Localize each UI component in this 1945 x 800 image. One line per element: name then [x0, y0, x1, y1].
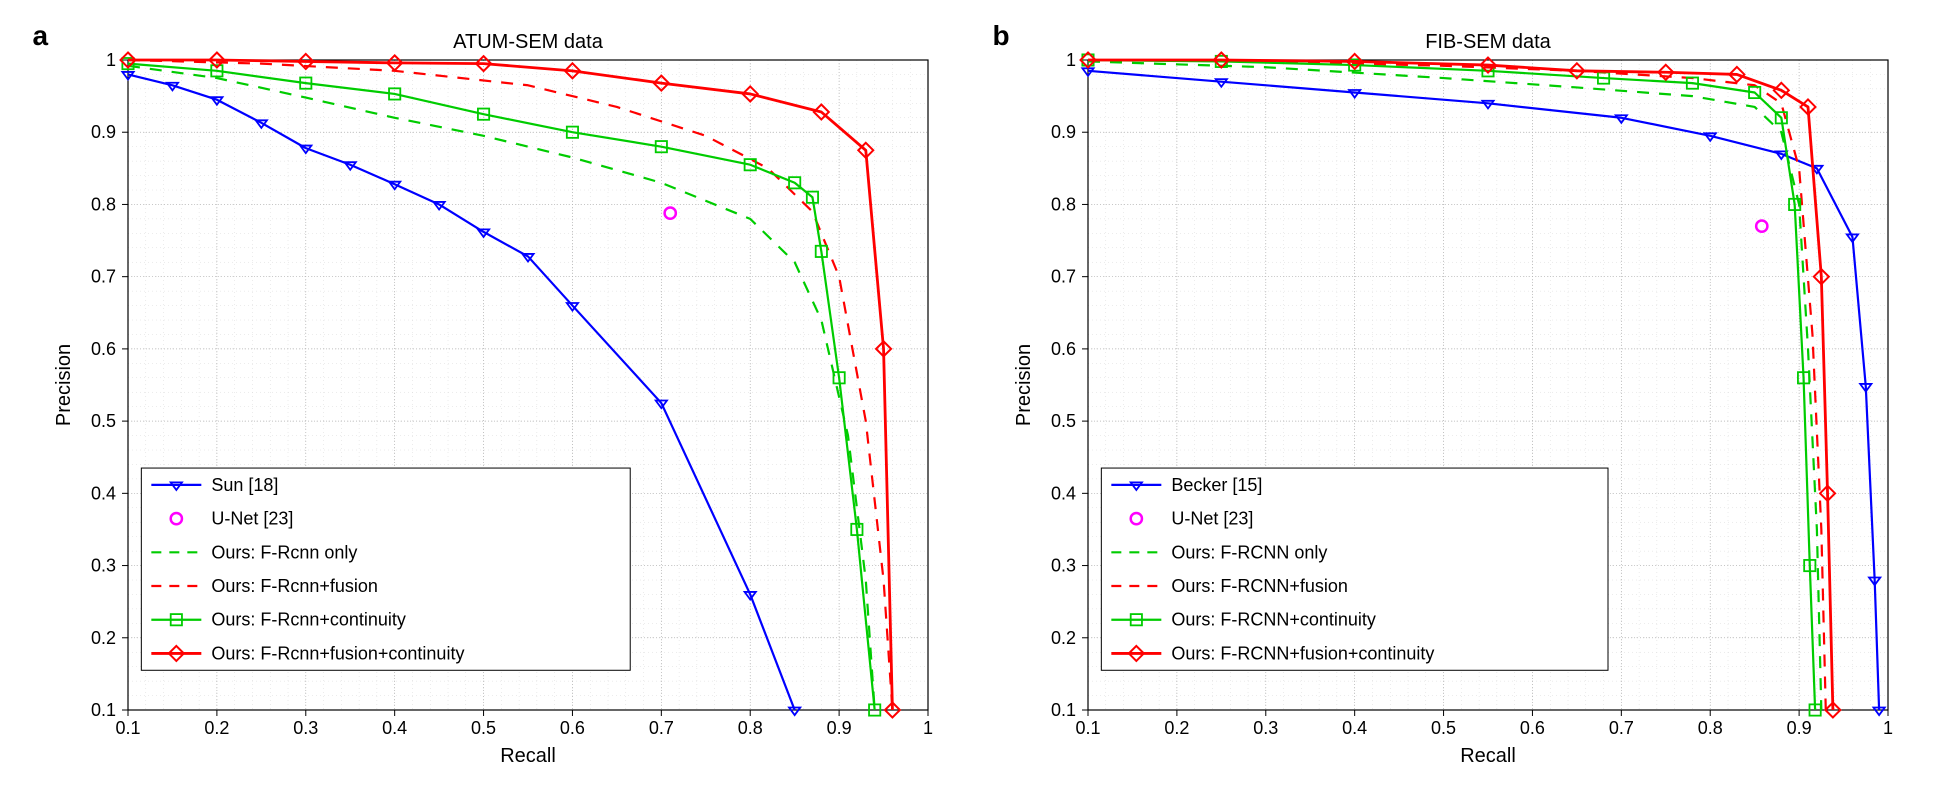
figure-container: a 0.10.10.20.20.30.30.40.40.50.50.60.60.… — [20, 20, 1925, 780]
svg-text:0.4: 0.4 — [382, 718, 407, 738]
svg-text:1: 1 — [1065, 50, 1075, 70]
svg-text:Recall: Recall — [500, 745, 556, 767]
svg-text:0.1: 0.1 — [1050, 700, 1075, 720]
svg-text:0.5: 0.5 — [471, 718, 496, 738]
svg-text:0.5: 0.5 — [90, 411, 115, 431]
svg-text:0.6: 0.6 — [1519, 718, 1544, 738]
svg-text:Sun [18]: Sun [18] — [211, 475, 278, 495]
svg-text:0.3: 0.3 — [1050, 556, 1075, 576]
svg-text:0.3: 0.3 — [90, 556, 115, 576]
svg-text:0.9: 0.9 — [1050, 122, 1075, 142]
svg-text:Recall: Recall — [1460, 745, 1516, 767]
svg-text:0.6: 0.6 — [90, 339, 115, 359]
panel-label-a: a — [33, 20, 49, 52]
svg-text:Ours: F-RCNN only: Ours: F-RCNN only — [1171, 542, 1327, 562]
panel-b: b 0.10.10.20.20.30.30.40.40.50.50.60.60.… — [993, 20, 1913, 780]
svg-text:U-Net [23]: U-Net [23] — [1171, 509, 1253, 529]
svg-text:0.8: 0.8 — [1050, 194, 1075, 214]
svg-text:0.5: 0.5 — [1050, 411, 1075, 431]
svg-text:0.6: 0.6 — [1050, 339, 1075, 359]
svg-text:1: 1 — [922, 718, 932, 738]
svg-text:0.6: 0.6 — [559, 718, 584, 738]
svg-text:0.8: 0.8 — [1697, 718, 1722, 738]
svg-text:FIB-SEM data: FIB-SEM data — [1425, 31, 1551, 53]
svg-text:Precision: Precision — [1013, 344, 1035, 426]
svg-text:0.3: 0.3 — [1253, 718, 1278, 738]
svg-text:0.8: 0.8 — [90, 194, 115, 214]
svg-text:1: 1 — [1882, 718, 1892, 738]
svg-text:Ours: F-RCNN+fusion+continuity: Ours: F-RCNN+fusion+continuity — [1171, 643, 1434, 663]
svg-text:0.4: 0.4 — [1050, 483, 1075, 503]
svg-text:0.2: 0.2 — [90, 628, 115, 648]
svg-text:0.1: 0.1 — [90, 700, 115, 720]
chart-a: 0.10.1 0.2 0.2 0.3 0.3 0.4 0.4 0.5 0.5 0.6 0.6 0.7 0… — [33, 20, 953, 780]
svg-text:0.1: 0.1 — [115, 718, 140, 738]
svg-text:0.9: 0.9 — [826, 718, 851, 738]
svg-text:1: 1 — [105, 50, 115, 70]
svg-text:0.7: 0.7 — [1050, 267, 1075, 287]
svg-text:0.4: 0.4 — [90, 483, 115, 503]
panel-label-b: b — [993, 20, 1010, 52]
svg-text:0.7: 0.7 — [90, 267, 115, 287]
svg-text:Ours: F-Rcnn+continuity: Ours: F-Rcnn+continuity — [211, 610, 406, 630]
svg-text:0.2: 0.2 — [1164, 718, 1189, 738]
chart-b: 0.10.1 0.2 0.2 0.3 0.3 0.4 0.4 0.5 0.5 0.6 0.6 0.7 0… — [993, 20, 1913, 780]
svg-text:ATUM-SEM data: ATUM-SEM data — [453, 31, 604, 53]
svg-text:0.2: 0.2 — [1050, 628, 1075, 648]
svg-text:Precision: Precision — [53, 344, 75, 426]
svg-text:Ours: F-Rcnn+fusion+continuity: Ours: F-Rcnn+fusion+continuity — [211, 643, 464, 663]
svg-text:Ours: F-RCNN+continuity: Ours: F-RCNN+continuity — [1171, 610, 1376, 630]
svg-text:U-Net [23]: U-Net [23] — [211, 509, 293, 529]
svg-text:0.3: 0.3 — [293, 718, 318, 738]
svg-text:Ours: F-Rcnn only: Ours: F-Rcnn only — [211, 542, 357, 562]
panel-a: a 0.10.10.20.20.30.30.40.40.50.50.60.60.… — [33, 20, 953, 780]
svg-text:0.9: 0.9 — [1786, 718, 1811, 738]
svg-text:Becker [15]: Becker [15] — [1171, 475, 1262, 495]
svg-text:0.7: 0.7 — [648, 718, 673, 738]
svg-text:0.7: 0.7 — [1608, 718, 1633, 738]
svg-text:0.4: 0.4 — [1342, 718, 1367, 738]
svg-text:0.1: 0.1 — [1075, 718, 1100, 738]
svg-text:0.5: 0.5 — [1431, 718, 1456, 738]
svg-text:0.9: 0.9 — [90, 122, 115, 142]
svg-text:Ours: F-Rcnn+fusion: Ours: F-Rcnn+fusion — [211, 576, 378, 596]
svg-text:0.8: 0.8 — [737, 718, 762, 738]
svg-text:Ours: F-RCNN+fusion: Ours: F-RCNN+fusion — [1171, 576, 1348, 596]
svg-text:0.2: 0.2 — [204, 718, 229, 738]
